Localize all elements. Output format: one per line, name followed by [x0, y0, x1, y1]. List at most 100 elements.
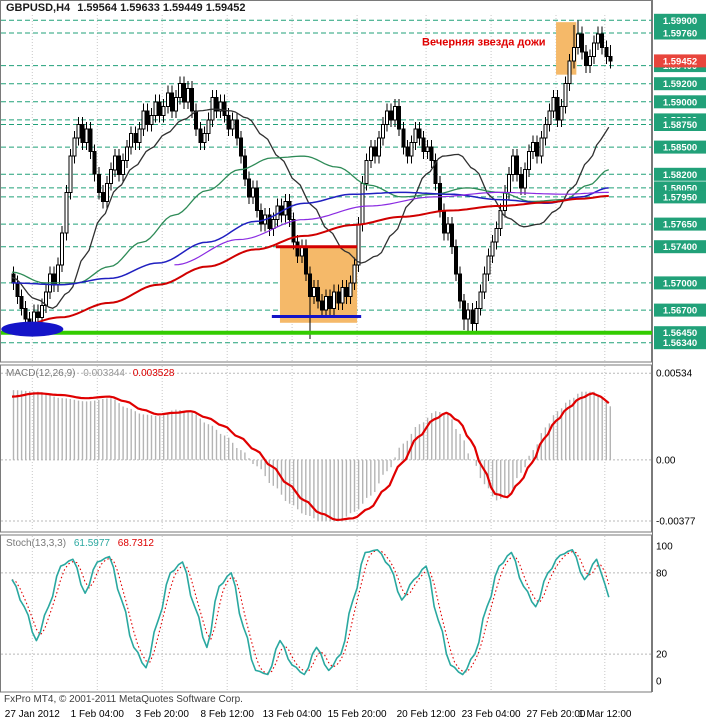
- main-chart-title: GBPUSD,H4 1.59564 1.59633 1.59449 1.5945…: [6, 2, 245, 14]
- candle-bullish: [567, 60, 572, 85]
- candle-bullish: [539, 137, 544, 157]
- level-price-text: 1.57400: [663, 242, 697, 253]
- candle-bearish: [303, 246, 308, 275]
- candle-bearish: [397, 105, 402, 130]
- macd-signal-value: 0.003528: [132, 368, 175, 379]
- level-price-text: 1.59900: [663, 16, 697, 27]
- candle-bullish: [368, 146, 373, 162]
- level-price-text: 1.56700: [663, 306, 697, 317]
- candle-bearish: [421, 137, 426, 153]
- level-price-text: 1.58750: [663, 120, 697, 131]
- macd-axis-label: -0.00377: [656, 517, 696, 528]
- stoch-axis-label: 20: [656, 650, 668, 661]
- candle-bullish: [482, 273, 487, 293]
- candle-bullish: [72, 137, 77, 157]
- candle-bullish: [68, 155, 73, 193]
- candle-bearish: [429, 146, 434, 162]
- candles-layer: [11, 20, 613, 340]
- stoch-k-line: [11, 549, 610, 676]
- ma-medium-green: [11, 155, 610, 284]
- candle-bearish: [145, 110, 150, 126]
- candle-bullish: [364, 160, 369, 184]
- candle-bullish: [161, 105, 166, 117]
- candle-bearish: [462, 300, 467, 320]
- candle-bearish: [454, 246, 458, 275]
- time-axis-label: 15 Feb 20:00: [328, 709, 387, 720]
- time-axis-label: 3 Feb 20:00: [136, 709, 190, 720]
- accumulation-ellipse[interactable]: [1, 321, 64, 337]
- macd-histogram: [12, 390, 611, 522]
- objects-under-layer[interactable]: [279, 22, 577, 323]
- candle-bullish: [178, 83, 182, 98]
- time-axis[interactable]: 27 Jan 2012 1 Feb 04:00 3 Feb 20:00 8 Feb 1…: [5, 709, 632, 720]
- time-axis-label: 20 Feb 12:00: [397, 709, 456, 720]
- candle-bullish: [141, 110, 146, 130]
- candle-bullish: [137, 128, 142, 144]
- candle-bullish: [543, 124, 548, 139]
- candle-bullish: [409, 142, 414, 157]
- candle-bearish: [19, 296, 24, 309]
- candle-bullish: [113, 155, 117, 171]
- candle-bullish: [381, 124, 385, 139]
- time-axis-label: 1 Feb 04:00: [71, 709, 125, 720]
- candle-bearish: [608, 56, 613, 62]
- candle-bearish: [417, 128, 422, 139]
- candle-bearish: [519, 173, 523, 189]
- level-price-box: [654, 95, 706, 109]
- level-price-text: 1.57000: [663, 278, 697, 289]
- candle-bullish: [494, 228, 499, 243]
- moving-averages-layer: [11, 108, 610, 330]
- candle-bullish: [121, 160, 126, 175]
- candle-bullish: [340, 287, 345, 304]
- candle-bullish: [376, 137, 381, 157]
- candle-bullish: [186, 87, 191, 103]
- candle-bearish: [389, 110, 394, 121]
- candle-bullish: [360, 182, 365, 225]
- candle-bearish: [15, 282, 20, 297]
- candle-bearish: [117, 155, 122, 175]
- candle-bearish: [96, 173, 101, 193]
- candle-bullish: [202, 133, 207, 144]
- candle-bearish: [344, 287, 349, 298]
- candle-bullish: [149, 114, 154, 126]
- copyright-text: FxPro MT4, © 2001-2011 MetaQuotes Softwa…: [4, 694, 243, 705]
- candle-bearish: [234, 119, 239, 139]
- candle-bullish: [506, 173, 511, 193]
- candle-bearish: [600, 33, 605, 49]
- ma-slow-red: [11, 195, 609, 330]
- candle-bearish: [88, 128, 93, 153]
- price-levels-layer: [1, 19, 652, 344]
- macd-axis-label: 0.00534: [656, 369, 693, 380]
- objects-over-layer[interactable]: [1, 245, 652, 337]
- highlight-rectangle[interactable]: [279, 246, 358, 323]
- candle-bullish: [230, 119, 235, 130]
- candle-bullish: [551, 96, 556, 112]
- current-price-text: 1.59452: [663, 56, 697, 67]
- price-axis-labels[interactable]: 1.599001.597601.594001.592001.590001.588…: [654, 13, 706, 350]
- candle-bullish: [173, 96, 178, 112]
- candle-bearish: [80, 124, 85, 144]
- time-axis-label: 27 Feb 20:00: [527, 709, 586, 720]
- level-price-box: [654, 303, 706, 317]
- candle-bearish: [470, 309, 475, 325]
- candle-bullish: [108, 169, 113, 184]
- candle-bullish: [547, 110, 552, 126]
- stoch-d-line: [11, 550, 610, 674]
- candle-bearish: [450, 223, 454, 248]
- candle-bearish: [535, 142, 540, 157]
- level-price-text: 1.59760: [663, 29, 697, 40]
- candle-bullish: [348, 282, 353, 297]
- macd-panel[interactable]: 0.00534 0.00 -0.00377: [1, 369, 696, 528]
- candle-bearish: [584, 51, 588, 67]
- candle-bearish: [242, 155, 247, 180]
- candle-bullish: [486, 255, 491, 275]
- candle-bullish: [445, 223, 450, 234]
- level-price-text: 1.57950: [663, 192, 697, 203]
- level-price-box: [654, 276, 706, 290]
- candle-bullish: [563, 83, 568, 107]
- stochastic-panel[interactable]: 100 80 20 0: [1, 541, 673, 688]
- candle-bearish: [433, 160, 438, 184]
- candle-bullish: [64, 191, 69, 234]
- candle-bullish: [385, 110, 389, 126]
